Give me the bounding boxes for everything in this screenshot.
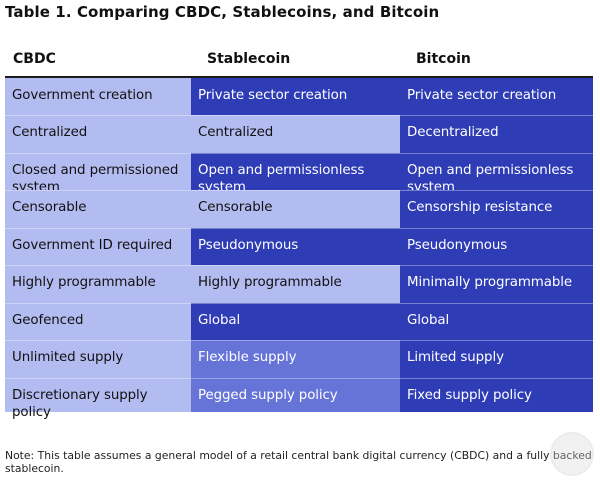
- cell-stablecoin: Global: [191, 303, 400, 340]
- row-divider: [5, 303, 593, 304]
- cell-cbdc: Censorable: [5, 190, 191, 228]
- cell-stablecoin: Flexible supply: [191, 340, 400, 378]
- cell-bitcoin: Fixed supply policy: [400, 378, 593, 412]
- watermark: [550, 432, 594, 476]
- cell-cbdc: Discretionary supply policy: [5, 378, 191, 420]
- column-header-stablecoin: Stablecoin: [207, 51, 291, 67]
- cell-bitcoin: Private sector creation: [400, 78, 593, 115]
- cell-stablecoin: Private sector creation: [191, 78, 400, 115]
- cell-bitcoin: Global: [400, 303, 593, 340]
- cell-stablecoin: Pseudonymous: [191, 228, 400, 265]
- row-divider: [5, 340, 593, 341]
- cell-bitcoin: Censorship resistance: [400, 190, 593, 228]
- comparison-table: Government creation Private sector creati…: [5, 78, 593, 432]
- cell-stablecoin: Centralized: [191, 115, 400, 153]
- table-note: Note: This table assumes a general model…: [5, 449, 592, 475]
- cell-bitcoin: Decentralized: [400, 115, 593, 153]
- cell-cbdc: Geofenced: [5, 303, 191, 340]
- cell-cbdc: Highly programmable: [5, 265, 191, 303]
- column-header-bitcoin: Bitcoin: [416, 51, 471, 67]
- header-rule: [5, 76, 593, 78]
- row-divider: [5, 378, 593, 379]
- cell-cbdc: Centralized: [5, 115, 191, 153]
- row-divider: [5, 228, 593, 229]
- cell-cbdc: Unlimited supply: [5, 340, 191, 378]
- cell-stablecoin: Highly programmable: [191, 265, 400, 303]
- cell-bitcoin: Limited supply: [400, 340, 593, 378]
- column-header-cbdc: CBDC: [13, 51, 56, 67]
- cell-bitcoin: Open and permissionless system: [400, 153, 593, 195]
- row-divider: [5, 153, 593, 154]
- cell-stablecoin: Pegged supply policy: [191, 378, 400, 412]
- cell-stablecoin: Censorable: [191, 190, 400, 228]
- watermark-logo-icon: [550, 432, 594, 476]
- cell-cbdc: Government creation: [5, 78, 191, 115]
- cell-bitcoin: Minimally programmable: [400, 265, 593, 303]
- row-divider: [5, 265, 593, 266]
- cell-cbdc: Closed and permissioned system: [5, 153, 191, 195]
- cell-stablecoin: Open and permissionless system: [191, 153, 400, 195]
- cell-cbdc: Government ID required: [5, 228, 191, 265]
- row-divider: [5, 190, 593, 191]
- row-divider: [5, 115, 593, 116]
- table-title: Table 1. Comparing CBDC, Stablecoins, an…: [5, 3, 440, 21]
- cell-bitcoin: Pseudonymous: [400, 228, 593, 265]
